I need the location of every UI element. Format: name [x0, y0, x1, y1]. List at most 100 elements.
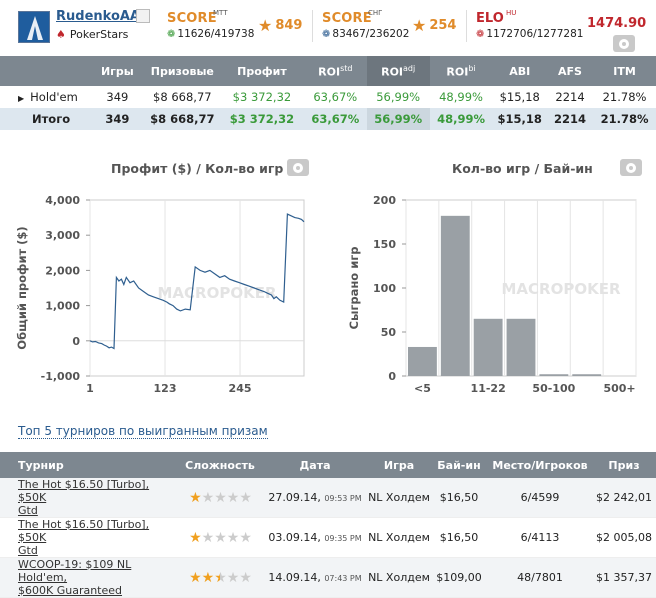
y-tick-label: 150: [373, 238, 396, 251]
bar-11-22: [473, 318, 503, 376]
tour-place: 48/7801: [488, 557, 592, 598]
stats-row-name[interactable]: ▶ Hold'em: [0, 86, 91, 108]
plot-area: [89, 199, 305, 377]
tour-header-difficulty[interactable]: Сложность: [178, 452, 262, 478]
difficulty-stars: ★ ★ ★ ★ ★: [178, 557, 262, 598]
score-sng-value: ★ 254: [412, 16, 456, 35]
divider: [466, 10, 467, 42]
tour-prize: $1 357,37: [592, 557, 656, 598]
stats-header-itm[interactable]: ITM: [593, 56, 656, 86]
bar-<5: [408, 346, 437, 376]
camera-icon[interactable]: [620, 159, 642, 176]
stats-cell: 21.78%: [593, 86, 656, 108]
stats-header-games[interactable]: Игры: [90, 56, 145, 86]
stats-cell: $3 372,32: [220, 86, 304, 108]
x-tick-label: 1: [86, 382, 94, 395]
stats-cell: 56,99%: [366, 108, 430, 130]
expand-triangle-icon[interactable]: ▶: [18, 94, 25, 103]
stats-header-row: Игры Призовые Профит ROIstd ROIadj ROIbi…: [0, 56, 656, 86]
stats-cell: 56,99%: [366, 86, 430, 108]
tour-place: 6/4113: [488, 517, 592, 558]
stats-cell: $15,18: [492, 86, 547, 108]
tour-buyin: $109,00: [430, 557, 488, 598]
stats-header-profit[interactable]: Профит: [220, 56, 304, 86]
medal-icon: ❁: [476, 28, 485, 40]
camera-icon[interactable]: [613, 35, 635, 52]
score-sng-rank-text: 83467/236202: [332, 28, 410, 40]
tour-date: 27.09.14, 09:53 PM: [262, 478, 368, 518]
stats-cell: 349: [90, 108, 145, 130]
buyin-chart-title: Кол-во игр / Бай-ин: [452, 161, 593, 176]
tour-date: 03.09.14, 09:35 PM: [262, 517, 368, 558]
elo-value: 1474.90: [587, 16, 647, 31]
stats-cell: $15,18: [492, 108, 547, 130]
tournament-name-link[interactable]: The Hot $16.50 [Turbo], $50K Gtd: [0, 478, 178, 518]
tour-game: NL Холдем: [368, 478, 430, 518]
tour-date: 14.09.14, 07:43 PM: [262, 557, 368, 598]
elo-rank-text: 1172706/1277281: [486, 28, 584, 40]
stats-cell: $8 668,77: [144, 108, 221, 130]
tour-place: 6/4599: [488, 478, 592, 518]
stats-row-holdem[interactable]: ▶ Hold'em 349 $8 668,77 $3 372,32 63,67% …: [0, 86, 656, 108]
stats-header-afs[interactable]: AFS: [546, 56, 594, 86]
camera-icon[interactable]: [287, 159, 309, 176]
shark-avatar-icon: [19, 12, 49, 42]
x-tick-label: 245: [229, 382, 252, 395]
username-link[interactable]: RudenkoAA: [56, 9, 140, 24]
y-tick-label: 3,000: [45, 229, 80, 242]
bar-50-100: [539, 374, 569, 376]
score-mtt-value: ★ 849: [258, 16, 302, 35]
y-axis-label: Общий профит ($): [15, 226, 29, 349]
star-rating-icon: ★ ★ ★ ★ ★: [189, 529, 252, 546]
tour-header-prize[interactable]: Приз: [592, 452, 656, 478]
x-tick-label: <5: [414, 382, 431, 395]
y-tick-label: 0: [72, 335, 80, 348]
profit-line-chart: 1 123 245 -1,000 0 1,000 2,000 3,000 4,000 MACROP…: [15, 194, 305, 395]
stats-row-name: Итого: [0, 108, 91, 130]
star-icon: ★: [412, 16, 427, 35]
y-tick-label: 1,000: [45, 300, 80, 313]
tour-header-date[interactable]: Дата: [262, 452, 368, 478]
score-mtt-label: SCORE: [167, 11, 217, 26]
star-rating-icon: ★ ★ ★ ★ ★: [189, 489, 252, 506]
tour-header-game[interactable]: Игра: [368, 452, 430, 478]
medal-icon: ❁: [322, 28, 331, 40]
profit-chart-title: Профит ($) / Кол-во игр: [111, 161, 284, 176]
difficulty-stars: ★ ★ ★ ★ ★: [178, 517, 262, 558]
tournament-name-link[interactable]: WCOOP-19: $109 NL Hold'em, $600K Guarante…: [0, 557, 178, 598]
star-icon: ★: [258, 16, 273, 35]
stats-cell: 349: [90, 86, 145, 108]
buyin-bar-chart: 0 50 100 150 200 MACROPOKER <5 11-22 50-100 500+ С…: [347, 194, 637, 395]
stats-cell: 2214: [546, 86, 594, 108]
score-sng-value-text: 254: [429, 18, 457, 33]
stats-header-roi-adj[interactable]: ROIadj: [366, 56, 430, 86]
y-tick-label: 0: [388, 370, 396, 383]
stats-header-prize[interactable]: Призовые: [144, 56, 221, 86]
stats-cell: 21.78%: [593, 108, 656, 130]
tour-header-buyin[interactable]: Бай-ин: [430, 452, 488, 478]
compare-checkbox[interactable]: [136, 9, 150, 23]
divider: [312, 10, 313, 42]
profit-series-line: [89, 213, 305, 350]
tour-buyin: $16,50: [430, 478, 488, 518]
stats-row-total: Итого 349 $8 668,77 $3 372,32 63,67% 56,…: [0, 108, 656, 130]
y-tick-label: 4,000: [45, 194, 80, 207]
stats-cell: $3 372,32: [220, 108, 304, 130]
elo-rank: ❁ 1172706/1277281: [476, 28, 583, 40]
medal-icon: ❁: [167, 28, 176, 40]
stats-header-roi-std[interactable]: ROIstd: [303, 56, 367, 86]
tour-header-name[interactable]: Турнир: [0, 452, 178, 478]
elo-label: ELO: [476, 11, 504, 26]
bar-100-500: [572, 374, 602, 376]
stats-cell: 2214: [546, 108, 594, 130]
elo-sup: HU: [506, 9, 517, 17]
tournament-name-link[interactable]: The Hot $16.50 [Turbo], $50K Gtd: [0, 517, 178, 558]
top5-tournaments-link[interactable]: Топ 5 турниров по выигранным призам: [18, 424, 268, 439]
avatar[interactable]: [18, 11, 50, 43]
tour-header-place[interactable]: Место/Игроков: [488, 452, 592, 478]
stats-header-roi-bi[interactable]: ROIbi: [429, 56, 493, 86]
table-row: The Hot $16.50 [Turbo], $50K Gtd ★ ★ ★ ★ ★ 03…: [0, 517, 656, 558]
score-mtt-value-text: 849: [275, 18, 303, 33]
score-mtt-rank: ❁ 11626/419738: [167, 28, 254, 40]
stats-header-abi[interactable]: ABI: [492, 56, 547, 86]
